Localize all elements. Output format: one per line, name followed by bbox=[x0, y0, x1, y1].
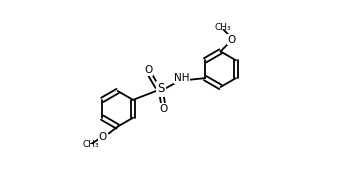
Text: CH₃: CH₃ bbox=[214, 23, 231, 32]
Text: CH₃: CH₃ bbox=[82, 140, 99, 149]
Text: S: S bbox=[158, 82, 165, 96]
Text: O: O bbox=[159, 104, 167, 114]
Text: O: O bbox=[99, 132, 107, 142]
Text: O: O bbox=[227, 35, 235, 44]
Text: NH: NH bbox=[174, 73, 190, 83]
Text: O: O bbox=[144, 65, 153, 75]
